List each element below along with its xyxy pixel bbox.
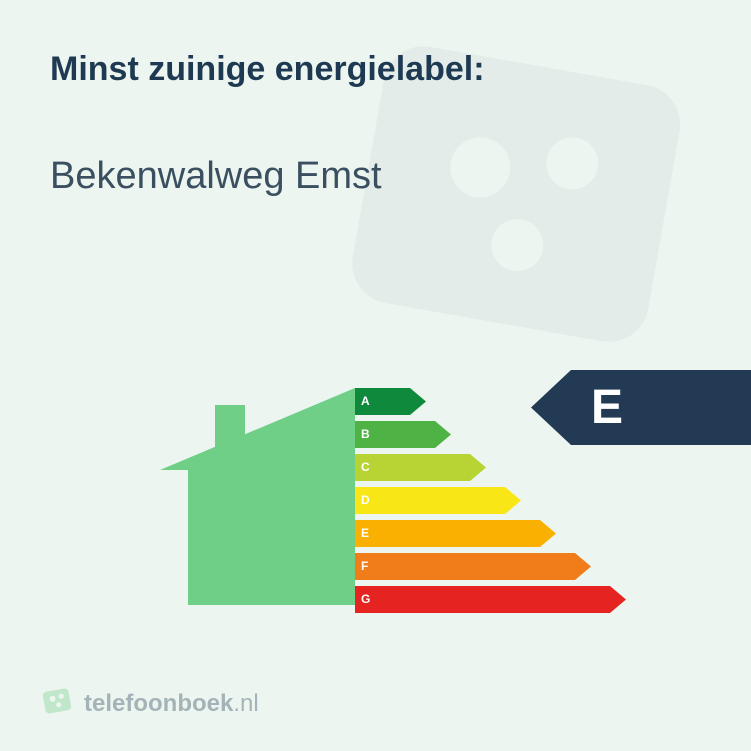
address-subtitle: Bekenwalweg Emst	[50, 155, 382, 198]
bar-label-f: F	[361, 553, 368, 580]
bar-label-c: C	[361, 454, 370, 481]
bar-label-e: E	[361, 520, 369, 547]
energy-label-chart: A B C D E F G	[160, 370, 590, 610]
brand-name: telefoonboek	[84, 690, 233, 717]
rating-indicator: E	[531, 370, 751, 445]
book-icon	[40, 684, 74, 723]
bar-label-a: A	[361, 388, 370, 415]
bar-label-d: D	[361, 487, 370, 514]
bar-label-g: G	[361, 586, 370, 613]
brand-tld: .nl	[233, 690, 258, 717]
indicator-letter: E	[591, 370, 623, 445]
page-title: Minst zuinige energielabel:	[50, 50, 485, 89]
bar-label-b: B	[361, 421, 370, 448]
indicator-arrow-bg	[531, 370, 751, 445]
footer-text: telefoonboek.nl	[84, 690, 259, 718]
footer-brand: telefoonboek.nl	[40, 684, 259, 723]
house-icon	[160, 370, 355, 610]
